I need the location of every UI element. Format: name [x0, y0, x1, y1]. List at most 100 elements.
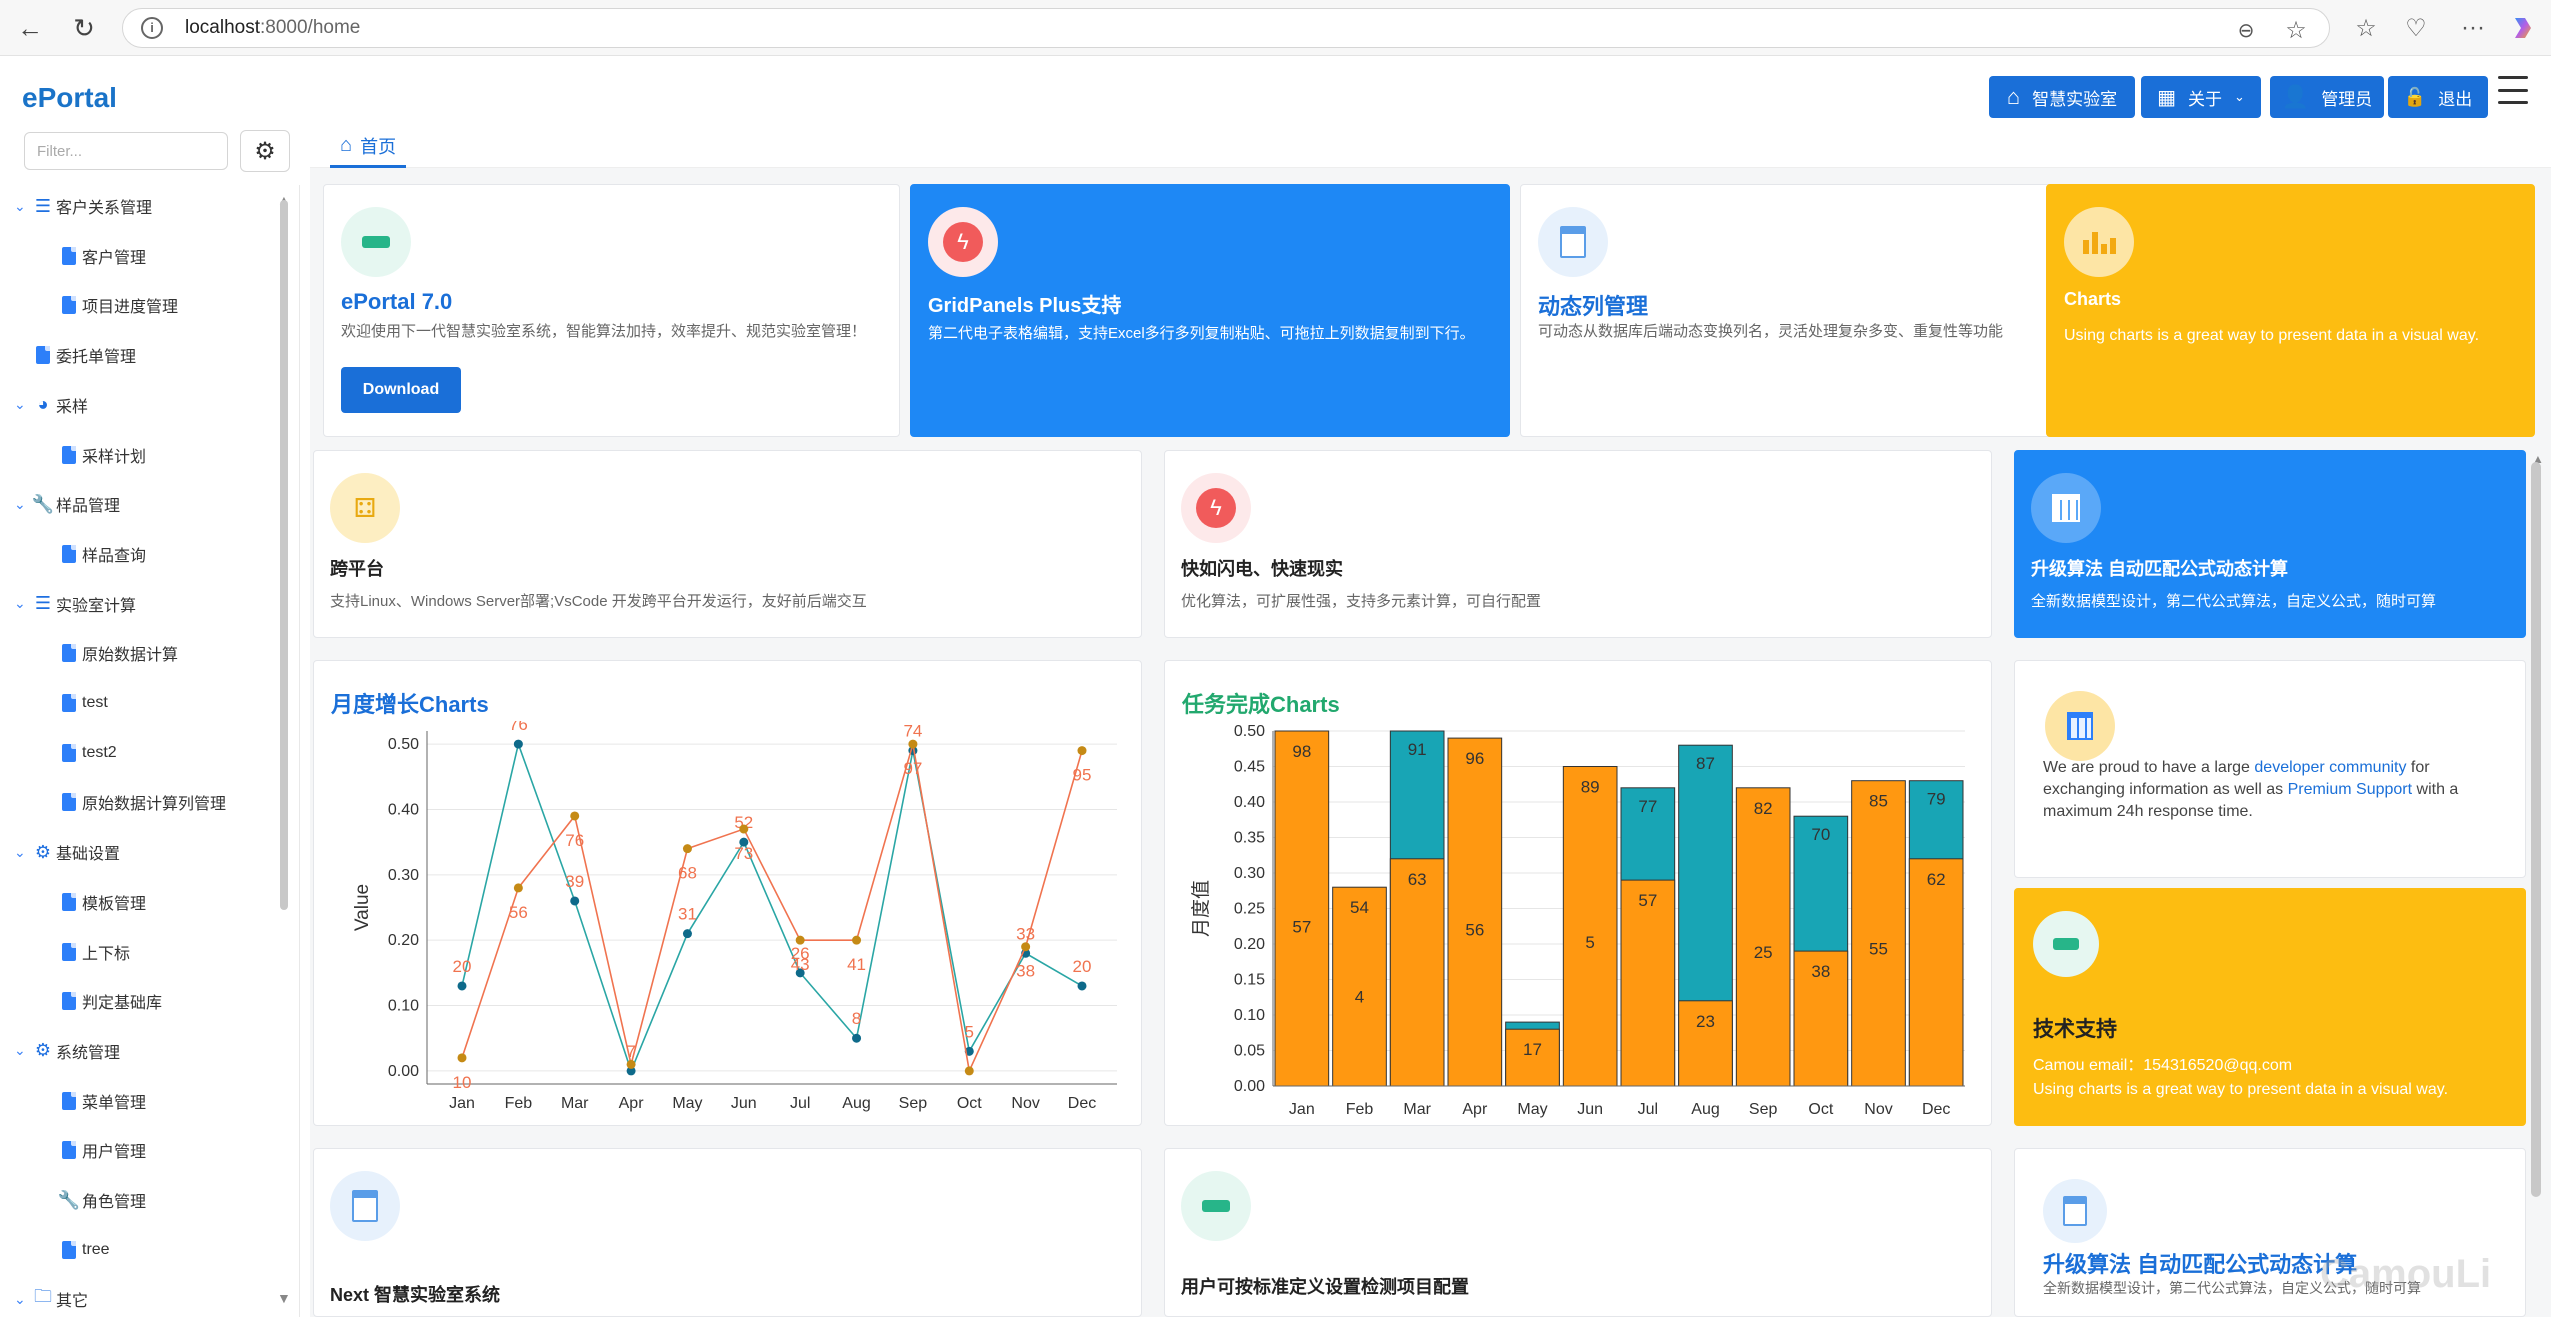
header-admin-button[interactable]: 👤 管理员: [2270, 76, 2384, 118]
sidebar-item[interactable]: 原始数据计算列管理: [58, 787, 226, 817]
header-logout-button[interactable]: 🔓 退出: [2388, 76, 2488, 118]
card-desc: 可动态从数据库后端动态变换列名，灵活处理复杂多变、重复性等功能: [1538, 323, 2004, 340]
url-path: :8000/home: [260, 17, 361, 38]
sidebar-item[interactable]: 委托单管理: [32, 340, 136, 370]
series-line: [461, 741, 1083, 1074]
site-info-icon[interactable]: i: [141, 17, 163, 39]
tab-home[interactable]: ⌂ 首页: [330, 126, 407, 168]
chevron-down-icon[interactable]: ⌄: [14, 197, 26, 214]
sidebar-item[interactable]: 客户管理: [58, 241, 146, 271]
reload-icon[interactable]: ↻: [73, 12, 95, 43]
data-point: [570, 896, 580, 906]
sidebar-item-label: 采样: [56, 398, 89, 416]
developer-community-link[interactable]: developer community: [2254, 759, 2407, 776]
table-icon: [2052, 494, 2080, 522]
chevron-down-icon[interactable]: ⌄: [14, 595, 26, 612]
bar-orange: [1851, 780, 1906, 1087]
favorite-star-icon[interactable]: ☆: [2285, 16, 2307, 44]
app-logo[interactable]: ePortal: [22, 82, 117, 113]
lock-icon: 🔓: [2403, 86, 2427, 107]
url-host: localhost: [185, 17, 260, 38]
hamburger-menu-icon[interactable]: [2498, 76, 2528, 104]
x-tick-label: Sep: [899, 1095, 928, 1112]
line-chart: 0.00 0.10 0.20 0.30 0.40 0.50 Jan Feb Mar Apr May J…: [352, 721, 1117, 1121]
bar-label: 70: [1811, 825, 1830, 844]
sidebar-item[interactable]: 上下标: [58, 937, 130, 967]
copilot-icon[interactable]: [2505, 10, 2541, 46]
x-tick-label: Jun: [731, 1095, 757, 1112]
sidebar-item[interactable]: ⌄ ☰ 实验室计算: [14, 589, 136, 619]
address-bar[interactable]: i localhost:8000/home: [122, 8, 2330, 48]
sidebar-item-label: 项目进度管理: [82, 299, 179, 317]
sidebar-item-label: test2: [82, 743, 117, 761]
scroll-down-icon[interactable]: ▼: [277, 1290, 291, 1306]
card-charts: Charts Using charts is a great way to pr…: [2046, 184, 2535, 437]
sidebar-settings-button[interactable]: ⚙: [240, 130, 290, 172]
back-arrow-icon[interactable]: ←: [17, 12, 43, 43]
sidebar-scrollbar[interactable]: [280, 200, 288, 910]
y-tick-label: 0.20: [388, 932, 419, 949]
header-about-button[interactable]: ▦ 关于 ⌄: [2141, 76, 2261, 118]
chevron-down-icon[interactable]: ⌄: [14, 1042, 26, 1059]
header-lab-button[interactable]: ⌂ 智慧实验室: [1989, 76, 2135, 118]
sidebar-item[interactable]: 样品查询: [58, 539, 146, 569]
card-icon-circle: [341, 207, 411, 277]
download-button[interactable]: Download: [341, 367, 461, 413]
chevron-down-icon[interactable]: ⌄: [14, 495, 26, 512]
browser-essentials-icon[interactable]: ♡: [2405, 14, 2427, 42]
sidebar-item-label: 基础设置: [56, 846, 121, 864]
sidebar-item[interactable]: ⌄ ☰ 客户关系管理: [14, 191, 152, 221]
wrench-icon: 🔧: [31, 493, 55, 514]
scroll-up-icon[interactable]: ▲: [2532, 452, 2544, 466]
sidebar-item[interactable]: ⌄ ⚙ 基础设置: [14, 837, 120, 867]
sidebar-item[interactable]: 用户管理: [58, 1135, 146, 1165]
chevron-down-icon[interactable]: ⌄: [14, 396, 26, 413]
sidebar-item-label: 客户关系管理: [56, 200, 153, 217]
data-label: 8: [852, 1009, 861, 1028]
sidebar-item[interactable]: ⌄ ⚙ 系统管理: [14, 1036, 120, 1066]
bar-label: 17: [1523, 1040, 1542, 1059]
favorites-icon[interactable]: ☆: [2355, 14, 2377, 42]
sidebar-item[interactable]: ⌄ 🗀 其它: [14, 1284, 88, 1314]
sidebar-item[interactable]: 🔧 角色管理: [58, 1185, 146, 1215]
chevron-down-icon[interactable]: ⌄: [14, 1290, 26, 1307]
bar-label: 63: [1408, 870, 1427, 889]
bar-orange: [1274, 730, 1330, 1087]
sidebar-item[interactable]: test2: [58, 738, 117, 768]
sidebar-item-label: tree: [82, 1240, 110, 1258]
gear-icon: ⚙: [34, 1040, 52, 1061]
sidebar-item-label: 客户管理: [82, 249, 147, 267]
sidebar-item[interactable]: 菜单管理: [58, 1086, 146, 1116]
sidebar-item[interactable]: 判定基础库: [58, 986, 162, 1016]
community-post: with a maximum 24h response time.: [2043, 781, 2459, 820]
data-label: 7: [626, 1042, 635, 1061]
bar-orange: [1908, 858, 1964, 1087]
doc-icon: [58, 543, 80, 565]
sidebar-item[interactable]: 项目进度管理: [58, 290, 178, 320]
card-desc: 优化算法，可扩展性强，支持多元素计算，可自行配置: [1181, 593, 1542, 610]
x-tick-label: May: [672, 1095, 702, 1112]
card-gridpanels: ϟ GridPanels Plus支持 第二代电子表格编辑，支持Excel多行多…: [910, 184, 1510, 437]
sidebar-item[interactable]: 采样计划: [58, 440, 146, 470]
card-cross-platform: ⚃ 跨平台 支持Linux、Windows Server部署;VsCode 开发…: [313, 450, 1142, 638]
premium-support-link[interactable]: Premium Support: [2287, 781, 2413, 798]
sidebar-item[interactable]: test: [58, 688, 108, 718]
pie-icon: ◕: [37, 394, 49, 415]
sidebar-item[interactable]: ⌄ ◕ 采样: [14, 390, 88, 420]
sidebar-item[interactable]: 模板管理: [58, 887, 146, 917]
chevron-down-icon[interactable]: ⌄: [14, 843, 26, 860]
doc-icon: [58, 990, 80, 1012]
data-point: [1021, 942, 1031, 952]
zoom-icon[interactable]: ⊖: [2237, 19, 2255, 42]
bar-orange: [1620, 879, 1676, 1087]
sidebar-filter-input[interactable]: Filter...: [24, 132, 228, 170]
content-scrollbar[interactable]: [2531, 462, 2541, 1197]
doc-icon: [58, 742, 80, 764]
sidebar-item[interactable]: 原始数据计算: [58, 638, 178, 668]
card-title: 跨平台: [330, 559, 384, 579]
more-icon[interactable]: ···: [2461, 14, 2485, 41]
card-icon-circle: ϟ: [928, 207, 998, 277]
sidebar-item[interactable]: tree: [58, 1235, 110, 1265]
community-text: We are proud to have a large developer c…: [2043, 757, 2513, 823]
sidebar-item[interactable]: ⌄ 🔧 样品管理: [14, 489, 120, 519]
